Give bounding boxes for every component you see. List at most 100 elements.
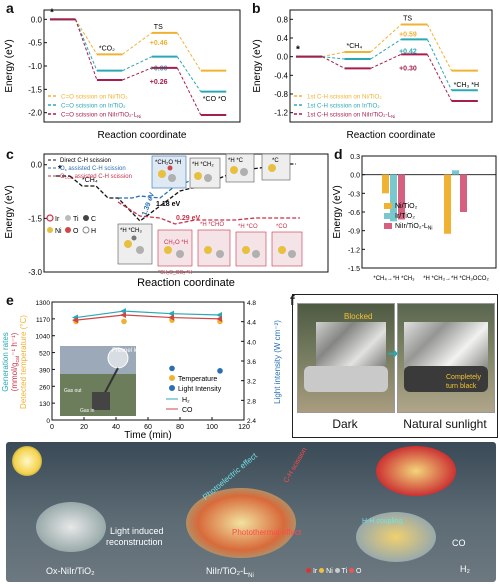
e-ytick-right-6: 4.8: [247, 300, 256, 307]
g-legend-o-dot: [349, 568, 355, 573]
b-state-2: TS: [403, 15, 412, 22]
e-ytick-left-4: 520: [39, 351, 50, 358]
f-caption-dark: Dark: [332, 417, 358, 431]
e-ytick-right-3: 3.6: [247, 359, 256, 366]
e-ytick-left-2: 260: [39, 384, 50, 391]
c-legend-2: OCO2 assisted C-H scission: [60, 174, 132, 180]
chart-c: 0.0 -1.5 -3.0 * *CH₄ *CH₂O *H *H *CH₂ *H *…: [4, 153, 329, 289]
structure-co: [271, 231, 303, 267]
d-bar-1-0: [390, 174, 397, 222]
structure-h-ch2: [189, 157, 221, 189]
d-bar-2-1: [460, 174, 467, 212]
e-marker-2-2: [168, 310, 174, 317]
chart-e-ylabel-left-2: (mmol/gcat⁻¹ h⁻¹): [10, 332, 21, 391]
el-h: H: [91, 228, 96, 235]
c-ytick-1: -1.5: [28, 214, 42, 223]
g-legend-ni-dot: [319, 568, 325, 573]
el-ti: Ti: [73, 216, 79, 223]
a-state-3: *CO *O: [203, 96, 227, 103]
a-state-2: TS: [154, 24, 163, 31]
g-particle-mid: [186, 488, 296, 558]
e-inset-photo: Fresnel lens Gas out Gas in: [60, 346, 145, 416]
structure-h-cho: [197, 229, 231, 267]
e-ytick-left-3: 390: [39, 367, 50, 374]
c-path-direct: [56, 163, 296, 222]
el-ni: Ni: [55, 228, 62, 235]
e-ytick-right-4: 4.0: [247, 339, 256, 346]
chart-c-ylabel: Energy (eV): [4, 185, 15, 238]
chart-e-ylabel-right: Light intensity (W cm⁻²): [273, 320, 282, 404]
f-black-2: turn black: [446, 383, 477, 390]
d-ytick-5: -1.2: [348, 247, 360, 254]
chart-e-ylabel-left-4: Detected temperature (°C): [19, 315, 28, 409]
a-connector-1-1: [122, 56, 153, 72]
g-particle-right-top: [376, 446, 456, 496]
g-sun-icon: [12, 446, 42, 476]
el-ir: Ir: [55, 216, 60, 223]
chart-d-ylabel: Energy (eV): [332, 185, 343, 238]
b-state-3: *CH₃ *H: [454, 82, 479, 89]
a-connector-2-0: [75, 19, 98, 81]
e-ytick-left-6: 1170: [36, 317, 50, 324]
chart-e-ylabel-left-1: Generation rates: [1, 332, 10, 392]
e-xtick-6: 120: [238, 424, 250, 431]
e-xtick-5: 100: [206, 424, 218, 431]
e-xtick-4: 80: [176, 424, 184, 431]
g-ch-scission: C-H scission: [282, 446, 309, 485]
structure-h-co: [235, 231, 267, 267]
e-ytick-left-7: 1300: [36, 300, 51, 307]
g-legend-ti-dot: [334, 568, 340, 573]
f-blocked: Blocked: [344, 312, 373, 321]
a-connector-1-2: [176, 56, 202, 92]
c-paths: [56, 163, 300, 225]
d-ytick-4: -0.9: [348, 229, 360, 236]
b-connector-1-0: [322, 56, 345, 60]
a-state-1: *CO₂: [99, 45, 115, 52]
structure-ch2o-h: [151, 155, 187, 189]
d-legend-swatch-0: [384, 203, 392, 209]
panel-g: Light induced reconstruction Photoelectr…: [6, 442, 496, 582]
f-caption-sun: Natural sunlight: [403, 417, 487, 431]
c-ytick-0: 0.0: [31, 161, 43, 170]
b-annotation-1: +0.42: [399, 48, 417, 55]
a-connector-0-0: [75, 19, 98, 55]
el-o: O: [73, 228, 79, 235]
a-connector-1-0: [75, 19, 98, 71]
a-ytick-1: -0.5: [28, 39, 42, 48]
d-legend-0: Ni/TiO₂: [395, 203, 418, 210]
b-ytick-2: 0.0: [277, 53, 289, 62]
e-xtick-2: 40: [112, 424, 120, 431]
e-line-3: [75, 314, 221, 321]
g-photothermal: Photothermal effect: [232, 528, 302, 537]
b-connector-0-0: [322, 51, 345, 58]
c-state-11: CH₂O *H: [164, 240, 188, 246]
b-annotation-2: +0.30: [399, 65, 417, 72]
g-hh-coupling: H-H coupling: [362, 518, 403, 525]
e-inset-gasout: Gas out: [64, 388, 82, 394]
a-annotation-2: +0.26: [150, 79, 168, 86]
d-ytick-0: 0.3: [350, 154, 360, 161]
e-marker-3-2: [168, 314, 174, 321]
a-connector-2-2: [176, 67, 202, 116]
chart-a: 0.0 -0.5 -1.0 -1.5 -2.0 +0.46 +0.30 +0.26 * *CO…: [4, 7, 241, 141]
c-state-9: *CO: [276, 224, 288, 230]
b-state-1: *CH₄: [347, 43, 363, 50]
panel-label-a: a: [6, 0, 14, 16]
g-element-legend: Ir Ni Ti O: [306, 568, 361, 575]
d-ytick-1: 0.0: [350, 173, 360, 180]
b-state-0: *: [296, 45, 300, 56]
c-legend: Direct C-H scission Os assisted C-H scis…: [48, 158, 132, 180]
e-xtick-3: 60: [144, 424, 152, 431]
chart-b-frame: [289, 9, 493, 123]
b-ytick-3: -0.4: [274, 71, 288, 80]
structure-h-c: [225, 153, 255, 183]
el-c: C: [91, 216, 96, 223]
c-annot-029: 0.29 eV: [176, 215, 200, 222]
a-legend-2: C=O scission on NiIr/TiO₂-LNi: [61, 112, 141, 120]
b-legend-0: 1st C-H scission on Ni/TiO₂: [307, 94, 382, 101]
b-connector-0-1: [370, 24, 402, 53]
chart-a-xlabel: Reaction coordinate: [98, 130, 187, 141]
e-legend: Temperature Light Intensity H₂ CO: [166, 375, 222, 414]
panel-f: Blocked Completely turn black ➜ Dark Nat…: [292, 294, 498, 438]
e-legend-0: Temperature: [178, 376, 217, 383]
